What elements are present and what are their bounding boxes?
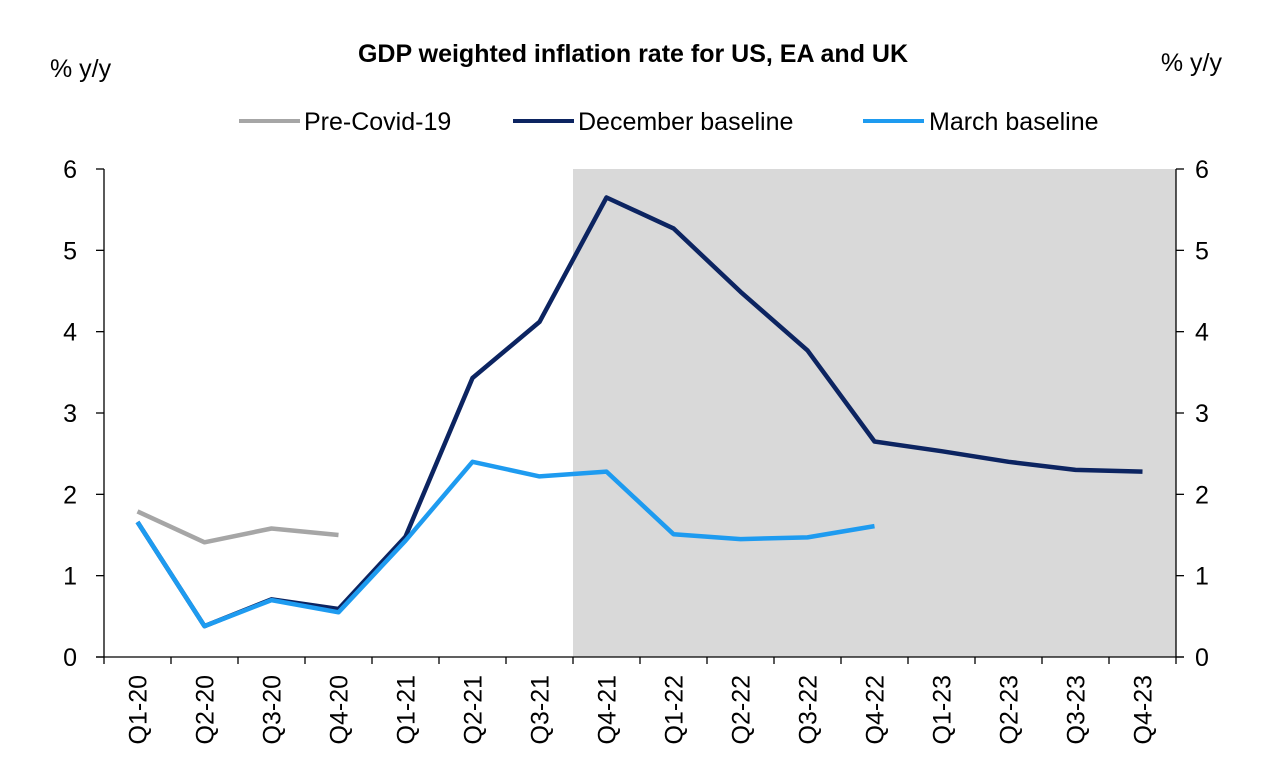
right-y-tick-label: 0 (1195, 644, 1209, 672)
series-line-march-baseline (135, 459, 875, 629)
left-y-tick-label: 0 (63, 644, 77, 672)
right-axis-unit: % y/y (1161, 49, 1223, 77)
x-tick-label: Q3-22 (795, 675, 823, 744)
left-axis-unit: % y/y (50, 55, 112, 83)
x-tick-label: Q1-22 (661, 675, 689, 744)
x-tick-label: Q4-20 (326, 675, 354, 744)
series-line-pre-covid-19 (136, 509, 339, 545)
legend-label-pre-covid: Pre-Covid-19 (304, 108, 451, 136)
right-y-tick-label: 4 (1195, 319, 1209, 347)
x-tick-labels: Q1-20 Q2-20 Q3-20 Q4-20 Q1-21 Q2-21 Q3-21 Q4-21… (103, 657, 1177, 744)
x-tick-label: Q3-23 (1063, 675, 1091, 744)
x-tick-label: Q1-21 (393, 675, 421, 744)
left-y-tick-label: 3 (63, 400, 77, 428)
left-y-tick-label: 5 (63, 237, 77, 265)
right-y-tick-label: 5 (1195, 237, 1209, 265)
x-tick-label: Q3-20 (259, 675, 287, 744)
x-tick-label: Q4-22 (862, 675, 890, 744)
x-tick-label: Q2-22 (728, 675, 756, 744)
right-y-tick-label: 3 (1195, 400, 1209, 428)
right-y-tick-label: 6 (1195, 156, 1209, 184)
legend: Pre-Covid-19 December baseline March bas… (239, 108, 1099, 136)
left-y-tick-label: 2 (63, 481, 77, 509)
x-tick-label: Q4-23 (1130, 675, 1158, 744)
legend-label-march-baseline: March baseline (929, 108, 1099, 136)
right-y-tick-label: 1 (1195, 563, 1209, 591)
left-y-tick-label: 4 (63, 319, 77, 347)
left-y-tick-label: 1 (63, 563, 77, 591)
x-tick-label: Q1-23 (929, 675, 957, 744)
series (135, 195, 1143, 629)
x-tick-label: Q3-21 (527, 675, 555, 744)
left-y-tick-label: 6 (63, 156, 77, 184)
right-y-tick-label: 2 (1195, 481, 1209, 509)
x-tick-label: Q2-20 (192, 675, 220, 744)
chart-title: GDP weighted inflation rate for US, EA a… (358, 40, 908, 68)
legend-label-december-baseline: December baseline (578, 108, 793, 136)
x-tick-label: Q1-20 (125, 675, 153, 744)
x-tick-label: Q4-21 (594, 675, 622, 744)
shaded-forecast-region (573, 169, 1176, 657)
x-tick-label: Q2-23 (996, 675, 1024, 744)
x-tick-label: Q2-21 (460, 675, 488, 744)
